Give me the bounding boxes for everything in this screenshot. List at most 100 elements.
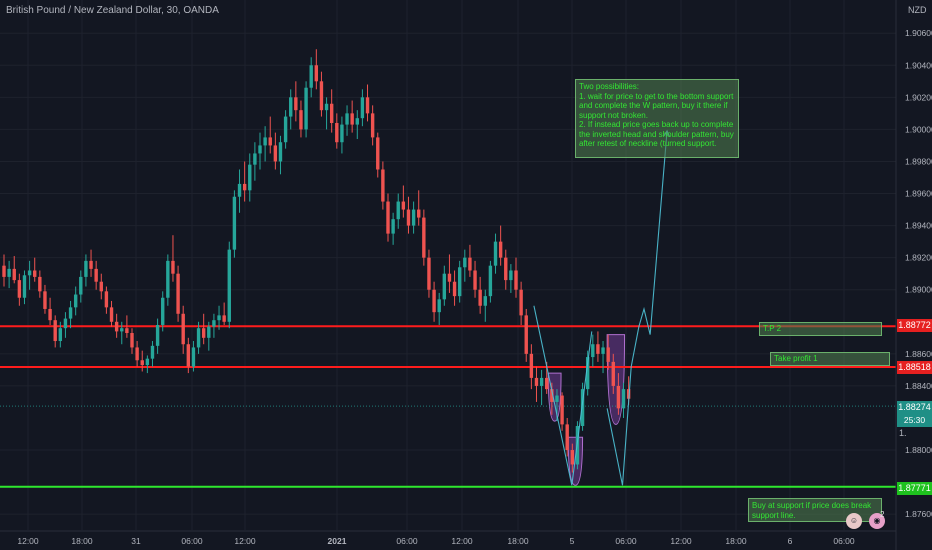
candle-body <box>565 424 569 451</box>
w-pattern-projection <box>606 130 668 486</box>
candle-series <box>2 49 631 473</box>
candle-body <box>150 345 155 359</box>
price-tick-label: 1.88400 <box>905 381 932 391</box>
candle-body <box>176 273 180 314</box>
candle-body <box>140 360 144 366</box>
candle-body <box>626 389 631 399</box>
candle-body <box>253 153 257 165</box>
candle-body <box>38 276 42 292</box>
price-tick-label: 1.89000 <box>905 285 932 295</box>
candle-body <box>104 291 109 308</box>
candle-body <box>171 260 175 274</box>
candle-body <box>340 124 344 143</box>
alerts-icon[interactable]: ◉ <box>869 513 885 529</box>
neckline-projection <box>533 305 593 486</box>
candle-body <box>463 257 467 268</box>
candle-body <box>524 315 528 354</box>
candle-body <box>488 265 493 297</box>
candle-body <box>329 103 334 123</box>
alert-count-badge: 2 <box>880 510 885 519</box>
candle-body <box>601 347 605 354</box>
support-note-box[interactable]: Buy at support if price does break suppo… <box>748 498 882 522</box>
price-tick-label: 1.88000 <box>905 445 932 455</box>
candle-body <box>58 328 63 342</box>
time-tick-label: 5 <box>570 536 575 546</box>
candle-body <box>468 257 472 271</box>
candle-body <box>191 347 196 367</box>
candle-body <box>22 275 27 298</box>
candle-body <box>33 270 37 277</box>
candle-body <box>570 450 575 465</box>
time-tick-label: 06:00 <box>615 536 637 546</box>
projection-lines[interactable] <box>533 129 671 486</box>
time-tick-label: 6 <box>788 536 793 546</box>
time-tick-label: 06:00 <box>181 536 203 546</box>
candle-body <box>166 260 170 298</box>
candle-body <box>12 268 16 281</box>
candle-body <box>273 145 278 162</box>
price-tick-label: 1.89400 <box>905 221 932 231</box>
price-tick-label: 1.89800 <box>905 156 932 166</box>
price-tick-label: 1.90200 <box>905 92 932 102</box>
candle-body <box>560 395 564 425</box>
candle-body <box>534 377 539 386</box>
time-tick-label: 12:00 <box>670 536 692 546</box>
candle-body <box>181 313 185 345</box>
candle-body <box>135 347 139 361</box>
candle-body <box>473 270 477 290</box>
time-tick-label: 18:00 <box>71 536 93 546</box>
tp1-label-box[interactable]: Take profit 1 <box>770 352 890 366</box>
candle-body <box>391 219 395 234</box>
possibilities-note[interactable]: Two possibilities: 1. wait for price to … <box>575 79 739 158</box>
candle-body <box>145 358 150 366</box>
candle-body <box>94 268 98 282</box>
candle-body <box>258 145 262 154</box>
candle-body <box>314 65 319 82</box>
price-tick-label: 1.89200 <box>905 253 932 263</box>
chart-grid <box>0 0 896 530</box>
candle-body <box>242 183 247 191</box>
symbol-title: British Pound / New Zealand Dollar, 30, … <box>6 5 219 16</box>
candle-body <box>299 110 303 130</box>
price-tick-label: 1.87600 <box>905 509 932 519</box>
candle-body <box>237 183 242 197</box>
candle-body <box>504 257 508 281</box>
time-axis[interactable]: 12:00 18:00 31 06:00 12:00 2021 06:00 12:00 18:0… <box>0 530 896 546</box>
candle-body <box>483 296 487 306</box>
candle-body <box>616 385 621 409</box>
support-price-tag: 1.87771 <box>897 482 932 495</box>
candle-body <box>514 270 518 290</box>
candle-body <box>227 249 231 322</box>
emoji-reaction-icon[interactable]: ☺ <box>846 513 862 529</box>
candle-body <box>161 297 165 325</box>
tp2-label-box[interactable]: T.P 2 <box>759 322 882 336</box>
tp1-price-tag: 1.88518 <box>897 361 932 374</box>
candle-body <box>427 257 431 290</box>
candle-body <box>401 201 406 210</box>
candle-body <box>7 268 11 277</box>
time-tick-label: 31 <box>131 536 141 546</box>
candle-body <box>442 273 447 300</box>
candle-body <box>217 315 221 321</box>
candle-body <box>63 318 68 329</box>
partial-price-label: 1. <box>899 428 907 438</box>
candle-body <box>611 361 615 386</box>
current-price-tag: 1.88274 <box>897 401 932 414</box>
candle-body <box>114 321 119 332</box>
candle-body <box>125 328 129 334</box>
time-tick-label: 18:00 <box>725 536 747 546</box>
candle-body <box>120 328 124 332</box>
candle-body <box>48 308 52 321</box>
candle-body <box>509 270 513 281</box>
candle-body <box>365 97 370 114</box>
candle-body <box>376 137 380 170</box>
price-tick-label: 1.90400 <box>905 60 932 70</box>
candle-body <box>232 196 237 250</box>
candle-body <box>130 333 134 348</box>
horizontal-levels[interactable] <box>0 325 896 488</box>
price-axis[interactable]: 1.90600 1.90400 1.90200 1.90000 1.89800 1.896… <box>895 0 932 550</box>
candle-body <box>585 357 590 390</box>
candle-body <box>17 280 22 298</box>
candle-body <box>268 137 272 146</box>
